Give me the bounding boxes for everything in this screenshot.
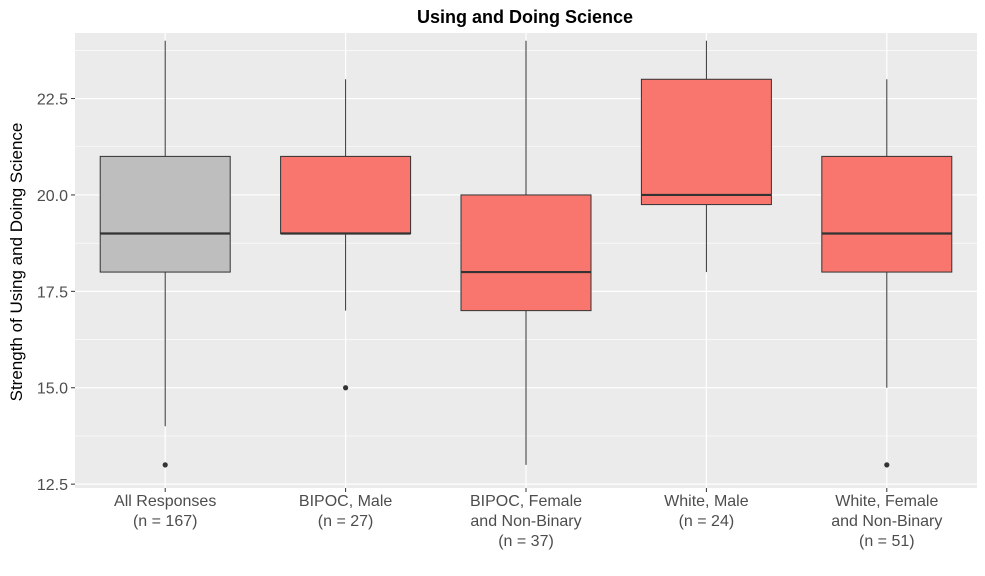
x-tick-label-line: (n = 51) [859, 533, 915, 550]
box [821, 155, 953, 273]
x-tick-label-line: (n = 167) [133, 513, 197, 530]
x-tick-label-line: White, Female [835, 493, 938, 510]
y-tick-label: 12.5 [37, 477, 68, 494]
x-tick-label-line: BIPOC, Male [299, 493, 392, 510]
x-tick-label-line: and Non-Binary [470, 513, 581, 530]
x-tick-label: White, Male (n = 24) [664, 493, 749, 530]
box [280, 155, 412, 235]
box-group [460, 40, 592, 465]
x-tick-label-line: (n = 27) [318, 513, 374, 530]
x-tick-label-line: (n = 37) [498, 533, 554, 550]
y-tick-label: 17.5 [37, 284, 68, 301]
x-tick-label: All Responses (n = 167) [114, 493, 216, 530]
boxes [99, 40, 953, 468]
box-group [280, 79, 412, 391]
x-axis: All Responses (n = 167) BIPOC, Male (n = 27… [114, 488, 942, 550]
y-axis-label: Strength of Using and Doing Science [7, 123, 26, 402]
x-tick-label-line: (n = 24) [679, 513, 735, 530]
x-tick-label-line: BIPOC, Female [470, 493, 582, 510]
box-group [99, 40, 231, 468]
y-tick-label: 20.0 [37, 188, 68, 205]
box-group [821, 79, 953, 468]
x-tick-label-line: White, Male [664, 493, 749, 510]
x-tick-label: White, Female and Non-Binary (n = 51) [831, 493, 942, 550]
outlier-point [162, 462, 168, 468]
y-tick-label: 22.5 [37, 92, 68, 109]
x-tick-label: BIPOC, Female and Non-Binary (n = 37) [470, 493, 582, 550]
y-axis: 12.5 15.0 17.5 20.0 22.5 [37, 92, 75, 494]
y-tick-label: 15.0 [37, 381, 68, 398]
x-tick-label: BIPOC, Male (n = 27) [299, 493, 392, 530]
outlier-point [343, 385, 349, 391]
chart-title: Using and Doing Science [417, 7, 633, 27]
box [640, 78, 772, 206]
box [460, 194, 592, 312]
x-tick-label-line: and Non-Binary [831, 513, 942, 530]
outlier-point [884, 462, 890, 468]
x-tick-label-line: All Responses [114, 493, 216, 510]
box-group [640, 40, 772, 273]
box [99, 155, 231, 273]
